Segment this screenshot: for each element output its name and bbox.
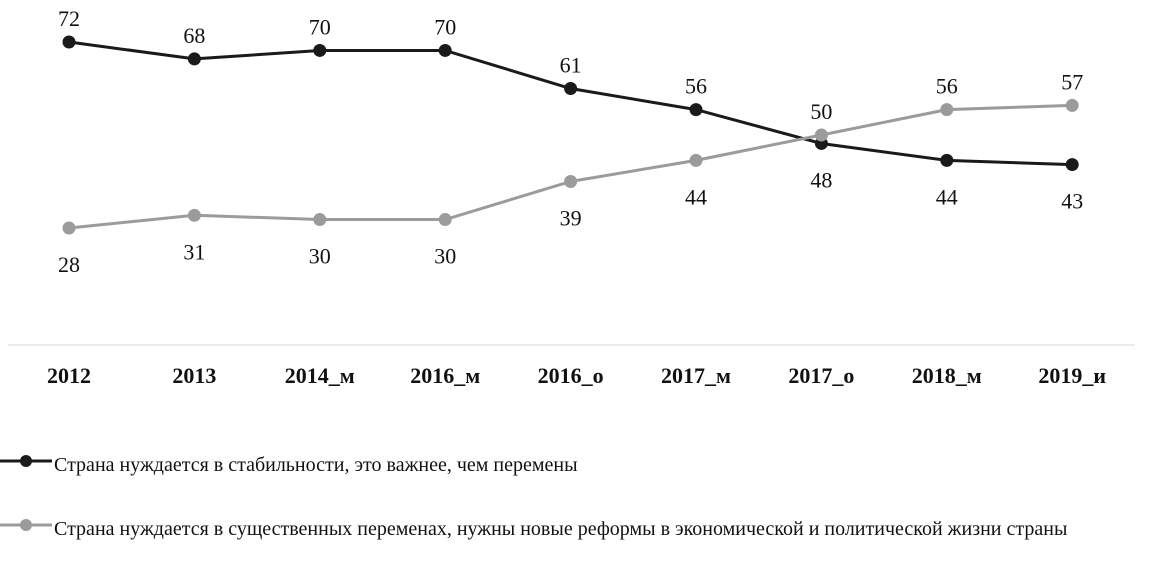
data-label-s1-5: 44 bbox=[685, 184, 707, 209]
data-point-s1-7 bbox=[940, 103, 954, 117]
data-label-s1-8: 57 bbox=[1061, 69, 1083, 94]
legend-item-change: Страна нуждается в существенных перемена… bbox=[0, 514, 1149, 544]
data-label-s1-3: 30 bbox=[434, 244, 456, 269]
data-label-s0-7: 44 bbox=[936, 184, 958, 209]
legend-label-change: Страна нуждается в существенных перемена… bbox=[54, 518, 1068, 540]
x-tick-label-3: 2016_м bbox=[410, 363, 480, 388]
data-label-s0-3: 70 bbox=[434, 14, 456, 39]
data-point-s0-7 bbox=[940, 153, 954, 167]
series-layer bbox=[62, 35, 1079, 235]
data-label-s0-8: 43 bbox=[1061, 189, 1083, 214]
data-label-s1-7: 56 bbox=[936, 74, 958, 99]
data-point-s1-8 bbox=[1065, 98, 1079, 112]
data-point-s0-0 bbox=[62, 35, 76, 49]
data-label-s0-2: 70 bbox=[309, 14, 331, 39]
x-tick-label-6: 2017_о bbox=[788, 363, 854, 388]
data-point-s0-2 bbox=[313, 43, 327, 57]
x-tick-labels: 2012 2013 2014_м 2016_м 2016_о 2017_м 2017_о 20… bbox=[47, 363, 1106, 388]
data-labels-layer: 72 68 70 70 61 56 48 44 43 28 31 30 30 39 44 50 56 57 bbox=[58, 6, 1083, 277]
x-tick-label-4: 2016_о bbox=[538, 363, 604, 388]
data-label-s0-0: 72 bbox=[58, 6, 80, 31]
data-point-s1-0 bbox=[62, 221, 76, 235]
data-point-s1-5 bbox=[689, 153, 703, 167]
x-tick-label-8: 2019_и bbox=[1038, 363, 1106, 388]
data-label-s0-5: 56 bbox=[685, 74, 707, 99]
data-point-s1-2 bbox=[313, 213, 327, 227]
data-point-s0-8 bbox=[1065, 158, 1079, 172]
data-label-s1-6: 50 bbox=[810, 99, 832, 124]
data-point-s1-6 bbox=[814, 128, 828, 142]
data-point-s1-4 bbox=[564, 175, 578, 188]
data-label-s0-4: 61 bbox=[560, 53, 582, 78]
data-point-s1-1 bbox=[187, 208, 201, 222]
data-point-s0-4 bbox=[564, 82, 578, 95]
data-point-s1-3 bbox=[438, 213, 452, 227]
data-point-s0-1 bbox=[187, 52, 201, 66]
data-label-s0-1: 68 bbox=[183, 23, 205, 48]
legend-item-stability: Страна нуждается в стабильности, это важ… bbox=[0, 450, 1149, 480]
x-tick-label-0: 2012 bbox=[47, 363, 91, 388]
data-label-s1-1: 31 bbox=[183, 239, 205, 264]
data-point-s0-3 bbox=[438, 43, 452, 57]
legend-swatch-stability bbox=[0, 455, 52, 467]
legend-swatch-change bbox=[0, 519, 52, 531]
data-label-s1-4: 39 bbox=[560, 206, 582, 231]
data-label-s1-2: 30 bbox=[309, 244, 331, 269]
x-tick-label-5: 2017_м bbox=[661, 363, 731, 388]
data-label-s1-0: 28 bbox=[58, 252, 80, 277]
x-tick-label-1: 2013 bbox=[172, 363, 216, 388]
x-tick-label-7: 2018_м bbox=[912, 363, 982, 388]
line-chart: 72 68 70 70 61 56 48 44 43 28 31 30 30 39 44 50 56 57 201… bbox=[8, 6, 1135, 388]
data-label-s0-6: 48 bbox=[810, 167, 832, 192]
legend-label-stability: Страна нуждается в стабильности, это важ… bbox=[54, 454, 578, 476]
x-tick-label-2: 2014_м bbox=[285, 363, 355, 388]
data-point-s0-5 bbox=[689, 103, 703, 117]
